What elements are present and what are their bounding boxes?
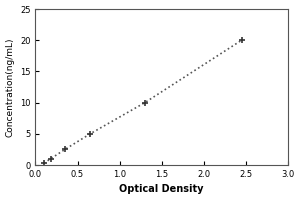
X-axis label: Optical Density: Optical Density [119,184,204,194]
Y-axis label: Concentration(ng/mL): Concentration(ng/mL) [6,37,15,137]
